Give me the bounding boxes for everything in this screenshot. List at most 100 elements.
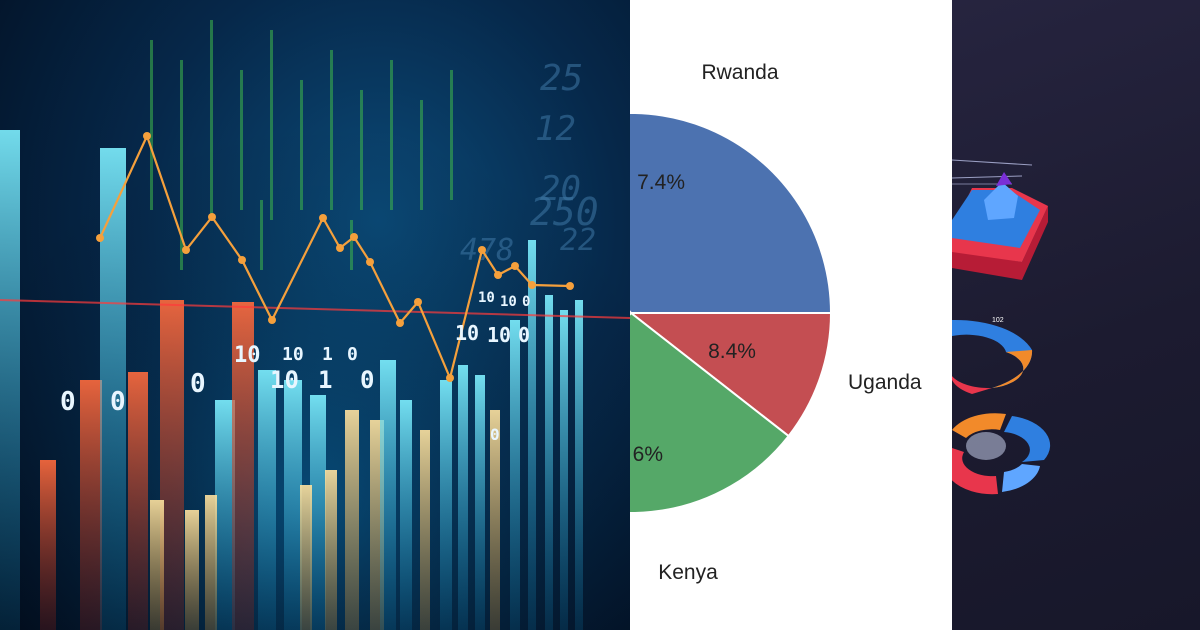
- ring-label: 102: [992, 317, 1004, 324]
- trend-point: [208, 213, 216, 221]
- guide-line: [952, 175, 1023, 179]
- floating-digit: 10: [500, 294, 517, 310]
- floating-digit: 0: [522, 294, 530, 310]
- pie-slice-rwanda: [630, 111, 833, 314]
- background-number: 12: [535, 109, 576, 149]
- floating-digit: 10: [282, 344, 304, 365]
- trend-point: [350, 233, 358, 241]
- green-tick: [390, 60, 393, 210]
- 3d-donut-segments: [952, 413, 1051, 495]
- chart-bar: [545, 295, 553, 630]
- trend-point: [319, 214, 327, 222]
- green-tick: [270, 30, 273, 220]
- green-tick: [420, 100, 423, 210]
- pie-label-kenya: Kenya: [658, 561, 718, 584]
- trend-point: [396, 319, 404, 327]
- pie-slice-uganda: [630, 312, 833, 438]
- background-number: 25: [540, 58, 583, 99]
- chart-bar: [40, 460, 56, 630]
- green-tick: [300, 80, 303, 210]
- floating-digit: 0: [360, 366, 374, 394]
- chart-bar: [205, 495, 217, 630]
- trend-point: [143, 132, 151, 140]
- trend-point: [414, 298, 422, 306]
- green-tick: [210, 20, 213, 220]
- chart-bar: [310, 395, 326, 630]
- pie-chart: Rwanda Uganda Kenya 7.4% 8.4% 6%: [630, 61, 922, 584]
- trend-point: [96, 234, 104, 242]
- 3d-donut-ring: 102: [952, 317, 1033, 394]
- trend-point: [494, 271, 502, 279]
- floating-digit: 0: [110, 387, 126, 417]
- background-number: 250: [530, 190, 599, 234]
- trend-point: [366, 258, 374, 266]
- pie-pct-uganda: 8.4%: [708, 340, 756, 363]
- chart-bar: [300, 485, 312, 630]
- trend-point: [566, 282, 574, 290]
- trend-points: [96, 132, 574, 382]
- chart-bar: [232, 302, 254, 630]
- chart-bar: [475, 375, 485, 630]
- floating-digit: 0: [60, 387, 76, 417]
- chart-bar: [490, 410, 500, 630]
- green-tick: [260, 200, 263, 270]
- chart-bar: [420, 430, 430, 630]
- pie-chart-panel: Rwanda Uganda Kenya 7.4% 8.4% 6%: [630, 0, 952, 630]
- floating-digit: 10: [487, 323, 511, 347]
- chart-bar: [258, 370, 276, 630]
- chart-bar: [128, 372, 148, 630]
- guide-line: [952, 159, 1033, 166]
- pie-pct-rwanda: 7.4%: [637, 171, 685, 194]
- trend-point: [511, 262, 519, 270]
- green-tick: [330, 50, 333, 210]
- floating-digit: 0: [190, 369, 206, 399]
- foreground-bars: [0, 130, 583, 630]
- green-tick: [360, 90, 363, 210]
- financial-chart-illustration: 25 12 20 250 478 22 10 1 0 10 1 0 0 10 0 0 10 10 0 10 10 0 0: [0, 0, 630, 630]
- chart-bar: [560, 310, 568, 630]
- trend-point: [478, 246, 486, 254]
- green-tick: [180, 60, 183, 210]
- floating-digit: 10: [234, 343, 261, 368]
- background-green-ticks: [150, 20, 453, 270]
- chart-bar: [510, 320, 520, 630]
- trend-point: [238, 256, 246, 264]
- trend-point: [446, 374, 454, 382]
- floating-digit: 1: [318, 366, 332, 394]
- chart-bar: [440, 380, 452, 630]
- floating-digit: 10: [478, 290, 495, 306]
- trend-point: [268, 316, 276, 324]
- chart-bar: [325, 470, 337, 630]
- pie-pct-kenya: 6%: [633, 443, 663, 466]
- floating-digit: 10: [270, 366, 299, 394]
- trend-point: [336, 244, 344, 252]
- chart-bar: [185, 510, 199, 630]
- chart-bar: [150, 500, 164, 630]
- pie-label-rwanda: Rwanda: [701, 61, 778, 84]
- pie-slice-kenya: [630, 311, 791, 514]
- chart-bar: [400, 400, 412, 630]
- floating-digit: 0: [490, 425, 500, 444]
- background-number: 22: [560, 223, 596, 258]
- trend-point: [528, 281, 536, 289]
- 3d-objects-art: 102: [952, 159, 1051, 495]
- background-number: 478: [460, 233, 514, 268]
- chart-bar: [215, 400, 235, 630]
- 3d-chart-objects-panel: 102: [952, 0, 1200, 630]
- chart-bar: [284, 380, 302, 630]
- floating-digit: 10: [455, 321, 479, 345]
- floating-digit: 0: [347, 344, 358, 365]
- 3d-pyramid: [952, 172, 1048, 280]
- chart-bar: [575, 300, 583, 630]
- chart-bar: [345, 410, 359, 630]
- background-number: 20: [540, 169, 581, 209]
- green-tick: [240, 70, 243, 210]
- chart-bar: [458, 365, 468, 630]
- red-trend-line: [0, 299, 630, 319]
- green-tick: [150, 40, 153, 210]
- chart-bar: [0, 130, 20, 630]
- trend-point: [182, 246, 190, 254]
